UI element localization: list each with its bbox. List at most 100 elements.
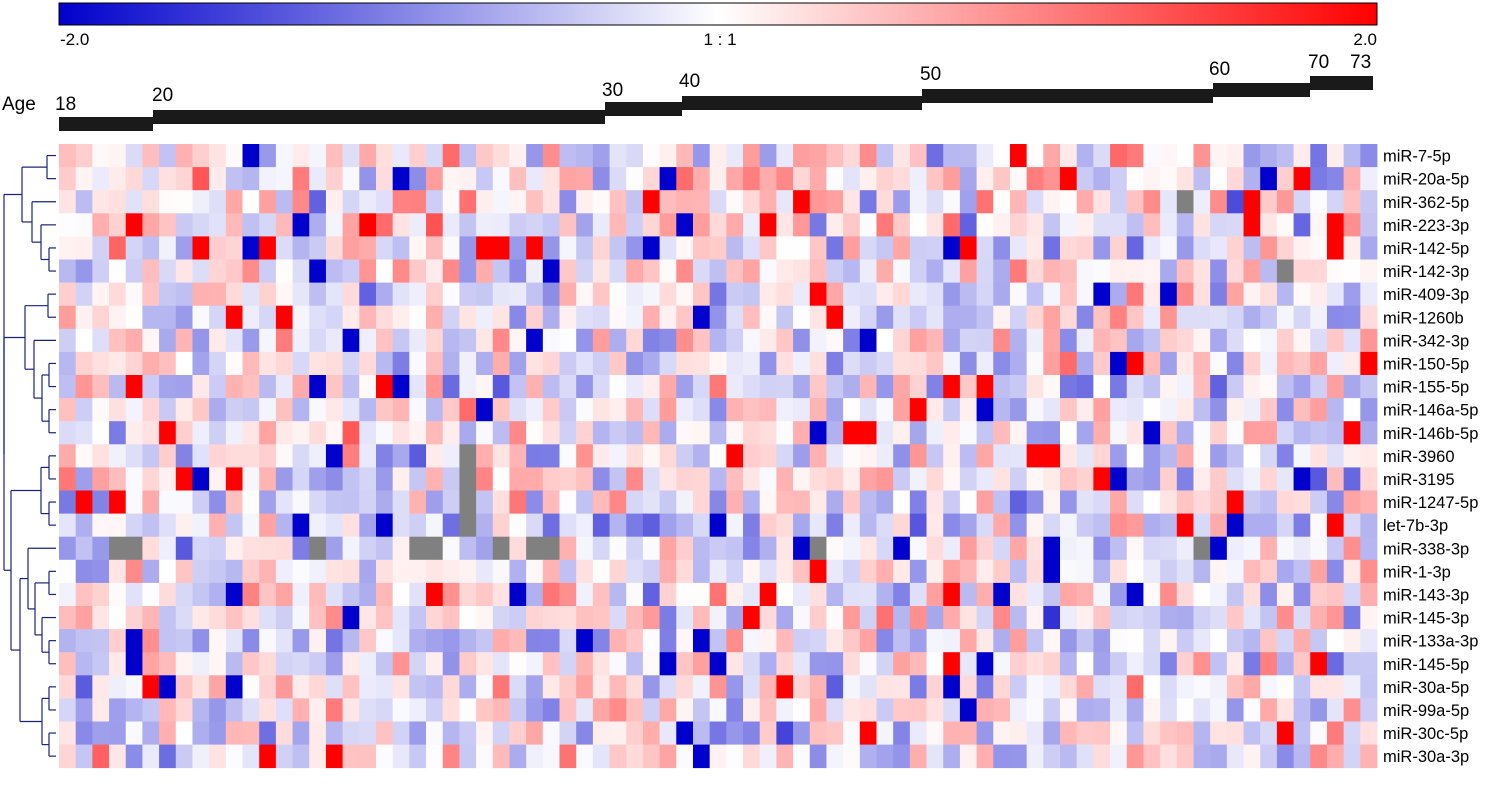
heatmap-cell	[976, 259, 994, 283]
heatmap-cell	[1060, 698, 1078, 722]
heatmap-cell	[976, 213, 994, 237]
heatmap-cell	[993, 513, 1011, 538]
heatmap-cell	[1093, 167, 1111, 191]
heatmap-cell	[59, 698, 77, 722]
heatmap-cell	[75, 375, 93, 399]
heatmap-cell	[1293, 398, 1311, 422]
heatmap-cell	[542, 744, 560, 769]
heatmap-cell	[642, 559, 660, 584]
heatmap-cell	[242, 236, 260, 260]
heatmap-cell	[1143, 652, 1161, 676]
heatmap-cell	[1210, 744, 1228, 769]
heatmap-cell	[909, 144, 927, 168]
heatmap-cell	[1126, 490, 1144, 514]
heatmap-cell	[626, 698, 644, 722]
heatmap-cell	[242, 190, 260, 214]
heatmap-cell	[843, 190, 861, 214]
heatmap-cell	[1043, 490, 1061, 514]
heatmap-cell	[409, 606, 427, 630]
heatmap-cell	[1243, 144, 1261, 168]
heatmap-cell	[793, 375, 811, 399]
heatmap-cell	[576, 698, 594, 722]
heatmap-cell	[459, 213, 477, 237]
heatmap-cell	[759, 744, 777, 769]
heatmap-cell	[359, 167, 377, 191]
heatmap-cell	[1210, 421, 1228, 445]
heatmap-cell	[325, 259, 344, 283]
heatmap-cell	[592, 559, 610, 584]
heatmap-cell	[109, 375, 127, 399]
heatmap-cell	[509, 375, 527, 399]
heatmap-cell	[726, 444, 744, 468]
heatmap-cell	[325, 375, 344, 399]
heatmap-cell	[659, 559, 677, 584]
row-label: miR-223-3p	[1383, 217, 1469, 235]
heatmap-cell	[959, 144, 977, 168]
heatmap-cell	[659, 144, 677, 168]
heatmap-cell	[626, 351, 644, 376]
heatmap-cell	[1126, 744, 1144, 769]
heatmap-cell	[1009, 513, 1028, 538]
heatmap-cell	[109, 467, 127, 491]
heatmap-cell	[659, 629, 677, 653]
heatmap-cell	[592, 144, 610, 168]
heatmap-cell	[476, 259, 494, 283]
heatmap-cell	[275, 375, 293, 399]
heatmap-cell	[476, 351, 494, 376]
heatmap-cell	[759, 675, 777, 699]
heatmap-cell	[1193, 490, 1211, 514]
heatmap-cell	[943, 652, 961, 676]
heatmap-cell	[959, 213, 977, 237]
heatmap-cell	[259, 282, 277, 307]
heatmap-cell	[626, 629, 644, 653]
heatmap-cell	[1326, 144, 1345, 168]
heatmap-cell	[259, 652, 277, 676]
heatmap-cell	[1310, 559, 1328, 584]
heatmap-cell	[592, 305, 610, 330]
heatmap-cell	[642, 629, 660, 653]
heatmap-cell	[392, 744, 410, 769]
heatmap-cell	[526, 744, 544, 769]
heatmap-cell	[559, 559, 577, 584]
heatmap-cell	[793, 305, 811, 330]
heatmap-cell	[893, 744, 911, 769]
heatmap-cell	[1193, 351, 1211, 376]
heatmap-cell	[1293, 721, 1311, 745]
heatmap-cell	[509, 282, 527, 307]
heatmap-cell	[259, 259, 277, 283]
heatmap-cell	[1210, 351, 1228, 376]
heatmap-cell	[359, 328, 377, 353]
heatmap-cell	[826, 536, 844, 561]
heatmap-cell	[893, 236, 911, 260]
heatmap-cell	[375, 190, 394, 214]
heatmap-cell	[1126, 259, 1144, 283]
heatmap-cell	[309, 629, 327, 653]
heatmap-cell	[592, 606, 610, 630]
heatmap-cell	[375, 375, 394, 399]
heatmap-cell	[1009, 236, 1028, 260]
heatmap-cell	[426, 490, 444, 514]
heatmap-cell	[759, 213, 777, 237]
row-label: miR-342-3p	[1383, 332, 1469, 350]
heatmap-cell	[592, 467, 610, 491]
heatmap-cell	[225, 236, 243, 260]
heatmap-cell	[242, 536, 260, 561]
heatmap-cell	[943, 629, 961, 653]
row-label: miR-99a-5p	[1383, 702, 1469, 720]
heatmap-cell	[1210, 652, 1228, 676]
heatmap-cell	[809, 467, 827, 491]
heatmap-cell	[676, 582, 694, 607]
heatmap-cell	[1026, 652, 1044, 676]
heatmap-cell	[242, 351, 260, 376]
age-tick-label: 18	[55, 94, 76, 115]
heatmap-cell	[392, 144, 410, 168]
heatmap-cell	[426, 652, 444, 676]
heatmap-cell	[275, 467, 293, 491]
heatmap-cell	[993, 606, 1011, 630]
heatmap-cell	[926, 721, 944, 745]
heatmap-cell	[309, 421, 327, 445]
heatmap-cell	[843, 351, 861, 376]
heatmap-cell	[576, 675, 594, 699]
heatmap-cell	[1193, 606, 1211, 630]
heatmap-cell	[826, 652, 844, 676]
